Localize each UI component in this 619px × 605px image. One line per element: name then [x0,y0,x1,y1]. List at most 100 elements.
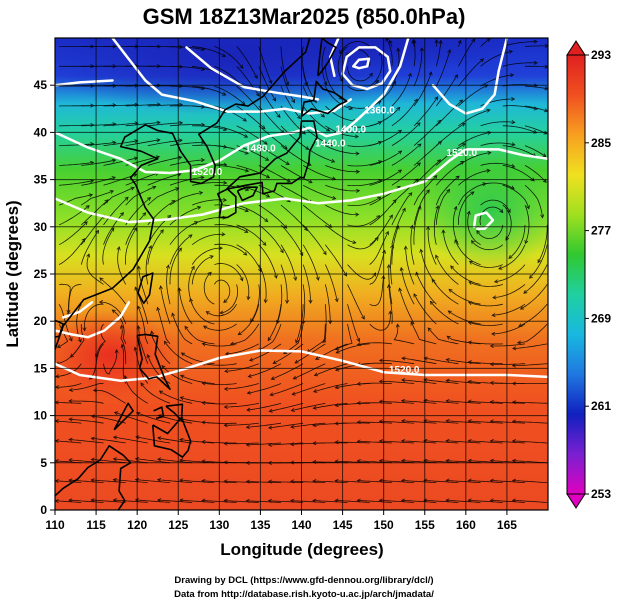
streamline-arrowhead [150,330,155,335]
streamline-arrowhead [221,53,227,58]
streamline [69,400,104,404]
streamline [446,359,481,365]
streamline-arrowhead [156,477,162,483]
streamline-arrowhead [356,188,361,193]
streamline-arrowhead [269,392,274,397]
streamline [412,39,415,47]
streamline [258,165,291,183]
streamline-arrowhead [378,358,383,363]
streamline [325,145,359,154]
streamline-arrowhead [158,390,164,395]
streamline [524,184,543,218]
streamline-arrowhead [467,360,472,365]
streamline-arrowhead [223,479,228,484]
streamline-arrowhead [455,175,460,180]
streamline [91,459,126,464]
streamline-arrowhead [246,407,251,412]
streamline-arrowhead [454,239,459,244]
streamline-arrowhead [386,283,392,289]
streamline [347,284,365,320]
streamline-arrowhead [479,58,485,63]
streamline-arrowhead [397,169,403,174]
streamline-arrowhead [112,435,118,440]
streamline-arrowhead [272,97,277,102]
streamline-arrowhead [423,498,428,503]
streamline-arrowhead [537,259,542,264]
streamline-arrowhead [395,323,400,328]
streamline [480,182,515,190]
streamline [236,85,263,114]
streamline [490,401,526,404]
streamline-arrowhead [356,381,361,386]
streamline-arrowhead [355,151,360,156]
streamline-arrowhead [467,301,473,306]
streamline [268,481,304,483]
streamline-arrowhead [291,98,295,104]
streamline-arrowhead [448,288,453,293]
streamline-arrowhead [198,191,204,196]
streamline [524,145,547,158]
streamline [335,323,353,350]
streamline-arrowhead [156,138,161,143]
streamline [180,397,215,404]
streamline-arrowhead [489,498,494,503]
streamline-arrowhead [491,331,496,336]
streamline [468,499,503,503]
streamline-arrowhead [90,160,95,165]
streamline [435,49,451,87]
streamline [512,343,548,349]
streamline-arrowhead [56,344,61,348]
streamline-arrowhead [454,74,458,79]
streamline-arrowhead [486,108,491,113]
streamline-arrowhead [68,498,73,503]
streamline [471,240,504,251]
streamline [135,479,171,483]
streamline [446,440,481,444]
streamline [502,105,538,110]
streamline [480,38,491,47]
streamline [498,244,526,270]
streamline-arrowhead [152,185,157,190]
streamline [179,499,215,503]
streamline-arrowhead [301,130,306,135]
streamline-arrowhead [378,379,383,384]
streamline-arrowhead [434,96,439,101]
streamline-arrowhead [112,103,117,108]
streamline-arrowhead [516,340,522,345]
streamline [369,129,402,146]
streamline-arrowhead [378,478,383,483]
x-axis-label: Longitude (degrees) [220,540,383,559]
streamline [502,41,537,47]
streamline-arrowhead [142,212,147,217]
streamline-arrowhead [289,479,295,484]
streamline [512,420,548,424]
streamline [508,224,526,259]
streamline-arrowhead [134,121,139,126]
streamline [59,124,94,127]
streamline-arrowhead [453,205,458,211]
streamline [99,301,127,325]
streamline-arrowhead [437,119,442,124]
coastline-segment [55,445,132,510]
streamline-arrowhead [508,49,514,54]
streamline-arrowhead [378,439,383,444]
streamline [490,420,526,424]
streamline-arrowhead [408,192,413,197]
contour-label: 1400.0 [336,124,367,135]
streamline-arrowhead [489,419,494,424]
streamline [347,196,381,206]
streamline-arrowhead [446,335,451,340]
streamline [80,230,99,265]
streamline-arrowhead [374,236,379,241]
streamline-arrowhead [114,348,119,354]
streamline-arrowhead [329,142,334,147]
streamline-arrowhead [467,458,472,463]
streamline-arrowhead [511,478,517,483]
streamline [302,184,336,200]
colorbar-max-arrow [566,40,586,56]
streamline-arrowhead [467,321,473,325]
streamline-arrowhead [416,122,421,127]
streamline [347,66,373,82]
streamline-arrowhead [290,498,295,503]
streamline [325,224,356,244]
